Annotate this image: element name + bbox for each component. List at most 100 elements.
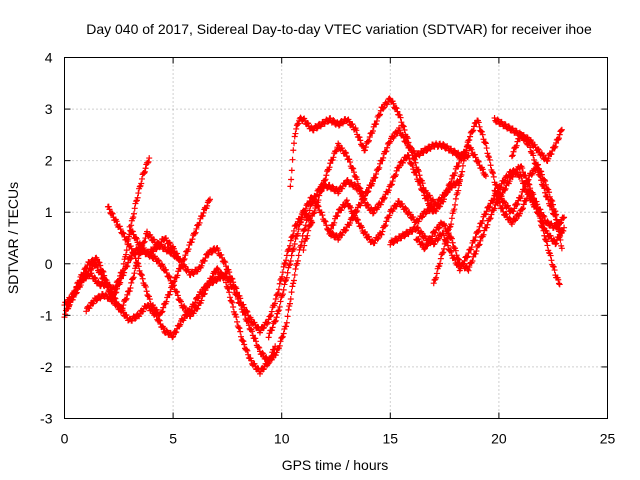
data-point [106,206,113,213]
data-point [493,192,500,199]
data-point [174,292,181,299]
data-point [426,192,433,199]
data-point [401,126,408,133]
data-point [290,147,297,154]
x-axis-label: GPS time / hours [282,457,389,473]
data-point [223,263,230,270]
data-point [170,333,177,340]
data-point [354,216,361,223]
data-point [237,295,244,302]
data-point [141,238,148,245]
data-point [539,152,546,159]
data-point [482,211,489,218]
data-point [553,139,560,146]
x-tick-label: 0 [61,431,69,447]
data-point [356,134,363,141]
data-point [370,209,377,216]
data-point [288,167,295,174]
data-point [475,119,482,126]
data-point [302,225,308,232]
data-point [293,222,300,229]
data-point [117,275,124,282]
plot-frame [64,57,608,419]
data-point [253,338,260,345]
data-point [122,296,129,303]
data-point [229,275,236,282]
data-point [379,228,386,235]
data-point [552,143,559,150]
data-point [538,223,545,230]
data-point [167,288,174,295]
data-point [207,196,214,203]
data-point [138,271,145,278]
data-point [140,239,147,246]
data-point [489,168,496,175]
data-point [292,265,299,272]
data-point [512,216,519,223]
data-point [539,224,546,231]
data-point [374,204,381,211]
data-point [496,198,503,205]
data-point [100,275,107,282]
data-point [174,253,181,260]
data-point [311,196,318,203]
data-point [333,147,340,154]
data-point [219,254,226,261]
data-point [390,239,397,246]
data-point [271,300,278,307]
data-point [381,194,388,201]
data-point [282,260,289,267]
data-point [519,132,526,139]
data-point [475,227,482,234]
data-point [396,162,403,169]
data-point [486,204,493,211]
data-point [185,246,192,253]
data-point [201,257,208,264]
data-point [418,230,425,237]
data-point [297,219,304,226]
data-point [380,154,387,161]
data-point [475,242,482,249]
data-point [286,242,293,249]
data-point [130,274,137,281]
data-point [283,319,290,326]
data-point [486,203,493,210]
data-point [533,161,540,168]
data-point [350,165,357,172]
data-point [555,276,562,283]
data-point [501,187,508,194]
data-point [335,234,342,241]
data-point [373,117,380,124]
y-tick-label: -3 [40,411,53,427]
data-point [463,149,470,156]
data-point [174,272,181,279]
data-point [144,159,151,166]
data-point [301,226,308,233]
data-point [105,203,112,210]
data-point [159,263,166,270]
data-point [541,213,548,220]
data-point [455,187,462,194]
data-point [558,229,565,236]
data-point [350,209,357,216]
data-point [419,241,426,248]
data-point [529,194,536,201]
data-point [326,230,333,237]
data-point [365,202,372,209]
data-point [113,289,120,296]
data-point [91,274,98,281]
data-point [269,324,276,331]
data-point [535,146,542,153]
data-point [110,296,117,303]
data-point [87,267,94,274]
data-point [134,194,141,201]
data-point [138,175,145,182]
data-point [194,305,201,312]
data-point [512,169,519,176]
data-point [290,280,297,287]
data-point [268,327,275,334]
data-point [531,141,538,148]
data-point [382,222,389,229]
data-point [293,125,300,132]
data-point [476,223,483,230]
